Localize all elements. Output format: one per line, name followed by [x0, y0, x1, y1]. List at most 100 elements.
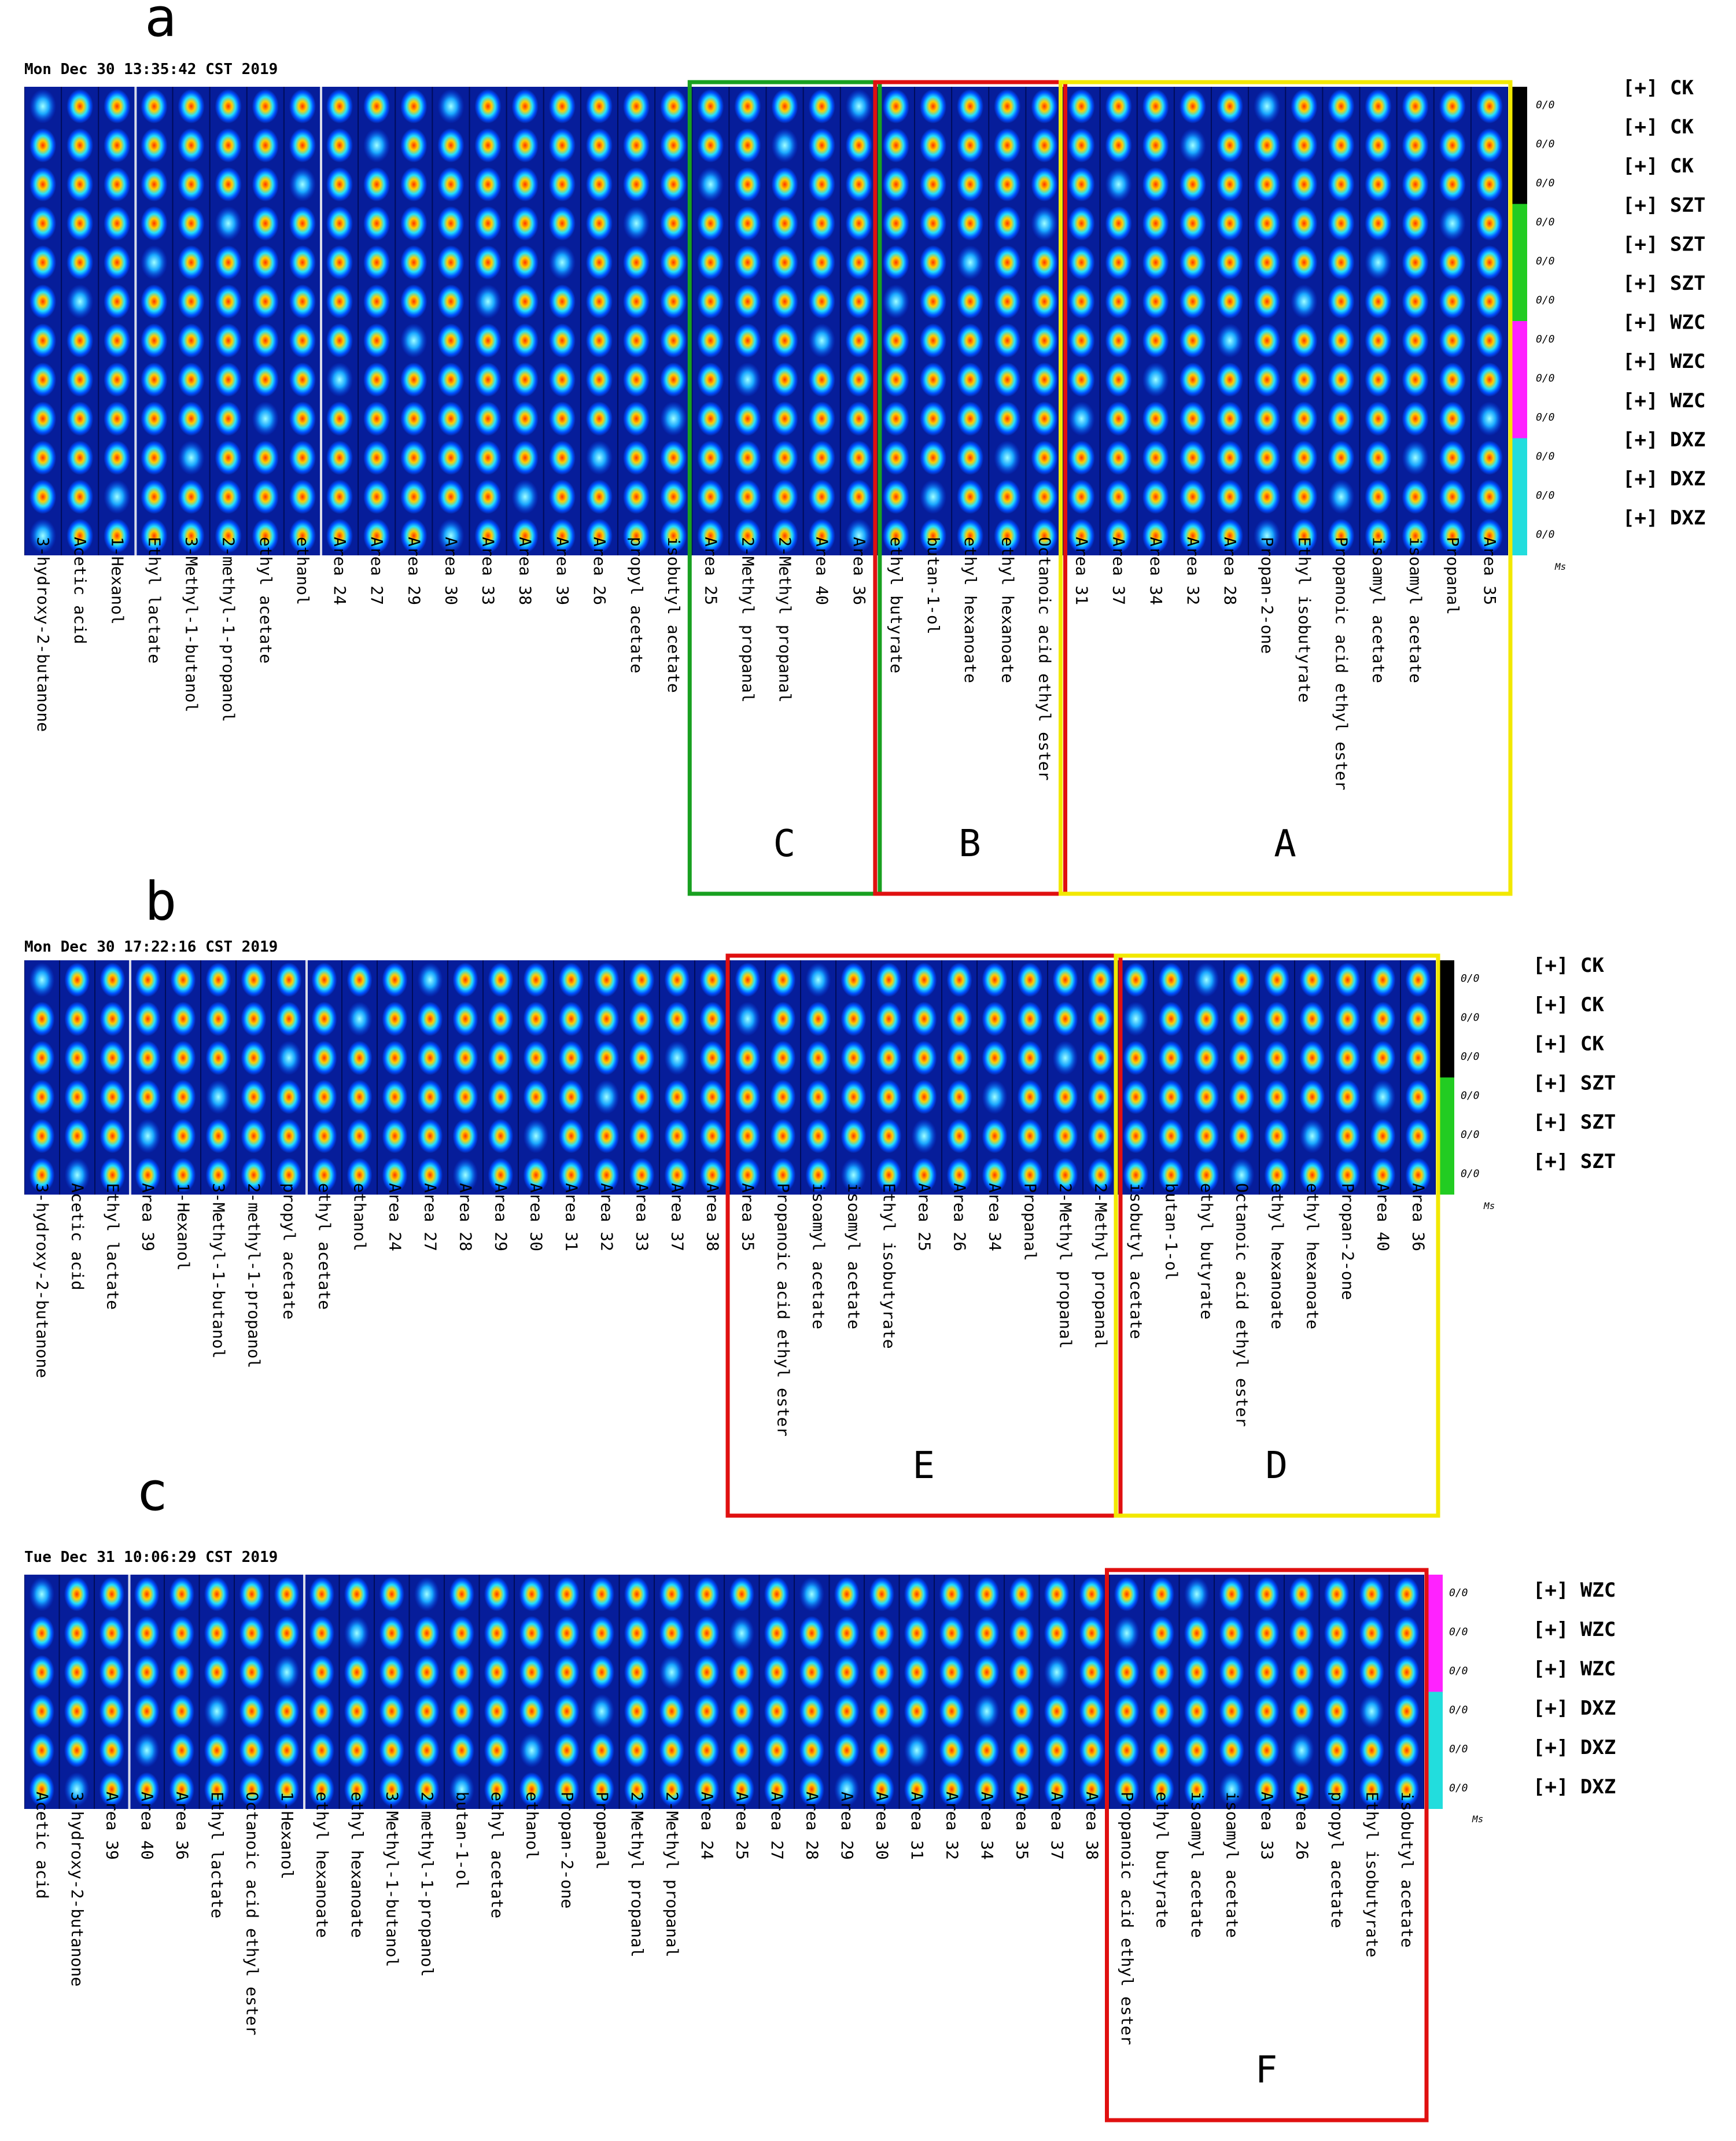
heatmap-spot [1439, 518, 1466, 553]
heatmap-spot [664, 963, 690, 997]
heatmap-spot [1264, 1079, 1290, 1114]
heatmap-spot [29, 245, 57, 280]
heatmap-spot [379, 1655, 405, 1690]
column-band [1137, 87, 1174, 555]
heatmap-spot [585, 245, 613, 280]
heatmap-spot [771, 206, 798, 241]
heatmap-spot [735, 1001, 761, 1036]
column-separators [134, 87, 322, 555]
column-label: Area 36 [172, 1792, 191, 1860]
heatmap-spot [845, 245, 872, 280]
heatmap-spot [519, 1733, 545, 1768]
heatmap-spot [982, 1041, 1008, 1075]
heatmap-spot [1105, 323, 1132, 358]
heatmap-spot [1179, 128, 1207, 163]
heatmap-spot [1299, 1119, 1325, 1154]
heatmap-spot [799, 1733, 825, 1768]
heatmap-spot [845, 206, 872, 241]
heatmap-spot [1149, 1772, 1175, 1807]
ratio-label: 0/0 [1536, 489, 1555, 502]
column-band [766, 960, 800, 1195]
column-band [1174, 87, 1211, 555]
heatmap-spot [808, 284, 835, 319]
column-band [1225, 960, 1259, 1195]
heatmap-spot [1216, 401, 1244, 436]
heatmap-spot [382, 963, 408, 997]
heatmap-spot [1105, 206, 1132, 241]
heatmap-spot [64, 1577, 90, 1612]
heatmap-spot [1068, 89, 1095, 124]
heatmap-spot [697, 518, 724, 553]
heatmap-spot [1158, 1158, 1184, 1192]
row-label: [+] WZC [1533, 1657, 1616, 1681]
heatmap-spot [1402, 518, 1429, 553]
heatmap-spot [1365, 128, 1392, 163]
heatmap-spot [1229, 1041, 1255, 1075]
heatmap-spot [204, 1577, 230, 1612]
heatmap-spot [1299, 1001, 1325, 1036]
column-band [970, 1575, 1004, 1809]
heatmap-spot [326, 518, 353, 553]
heatmap-spot [474, 245, 502, 280]
column-label: ethyl acetate [256, 537, 275, 664]
heatmap-spot [400, 128, 427, 163]
heatmap-spot [1216, 284, 1244, 319]
heatmap-spot [799, 1616, 825, 1650]
column-label: ethyl acetate [315, 1183, 334, 1310]
heatmap-spot [1142, 323, 1169, 358]
row-label: [+] SZT [1533, 1150, 1616, 1173]
heatmap-spot [548, 89, 576, 124]
row-labels: [+] CK [+] CK [+] CK [+] SZT [+] SZT [+] SZT [1533, 954, 1616, 1173]
heatmap-spot [1149, 1733, 1175, 1768]
heatmap-spot [1335, 1119, 1361, 1154]
heatmap-spot [64, 1733, 90, 1768]
heatmap-spot [1158, 1041, 1184, 1075]
heatmap-spot [289, 89, 316, 124]
heatmap-spot [363, 440, 390, 475]
heatmap-spot [452, 1119, 478, 1154]
column-label: Area 39 [102, 1792, 121, 1860]
heatmap-spot [1105, 89, 1132, 124]
heatmap-spot [519, 1694, 545, 1729]
column-label: Octanoic acid ethyl ester [1035, 537, 1054, 780]
group-bar-szt [1512, 243, 1527, 282]
column-label: Area 29 [838, 1792, 857, 1860]
heatmap-spot [845, 440, 872, 475]
heatmap-spot [289, 284, 316, 319]
heatmap-spot [1365, 206, 1392, 241]
heatmap-spot [64, 1772, 90, 1807]
column-band [830, 1575, 864, 1809]
column-band [550, 1575, 584, 1809]
heatmap-spot [585, 206, 613, 241]
column-label: isoamyl acetate [809, 1183, 828, 1329]
heatmap-spot [1328, 480, 1355, 514]
column-label: isoamyl acetate [1188, 1792, 1207, 1938]
heatmap-spot [1402, 401, 1429, 436]
heatmap-spot [363, 167, 390, 202]
column-label: Area 24 [330, 537, 349, 605]
heatmap-spot [1017, 963, 1043, 997]
group-bar-wzc [1428, 1575, 1443, 1614]
heatmap-spot [939, 1694, 965, 1729]
heatmap-spot [134, 1577, 160, 1612]
heatmap-spot [1193, 1001, 1219, 1036]
heatmap-spot [697, 401, 724, 436]
heatmap-spot [939, 1772, 965, 1807]
heatmap-spot [1105, 284, 1132, 319]
heatmap-spot [274, 1577, 300, 1612]
heatmap-spot [808, 323, 835, 358]
column-band [1026, 87, 1063, 555]
heatmap-spot [1044, 1616, 1070, 1650]
heatmap-spot [326, 440, 353, 475]
heatmap-spot [1291, 362, 1318, 397]
heatmap-spot [1324, 1655, 1350, 1690]
heatmap-spot [474, 401, 502, 436]
heatmap-spot [141, 89, 168, 124]
group-bar-ck [1439, 1038, 1454, 1078]
heatmap-spot [64, 1001, 90, 1036]
column-label: Area 33 [1258, 1792, 1277, 1860]
heatmap-spot [1476, 401, 1503, 436]
ratio-label: 0/0 [1449, 1587, 1468, 1599]
heatmap-spot [1142, 284, 1169, 319]
heatmap-spot [1291, 128, 1318, 163]
